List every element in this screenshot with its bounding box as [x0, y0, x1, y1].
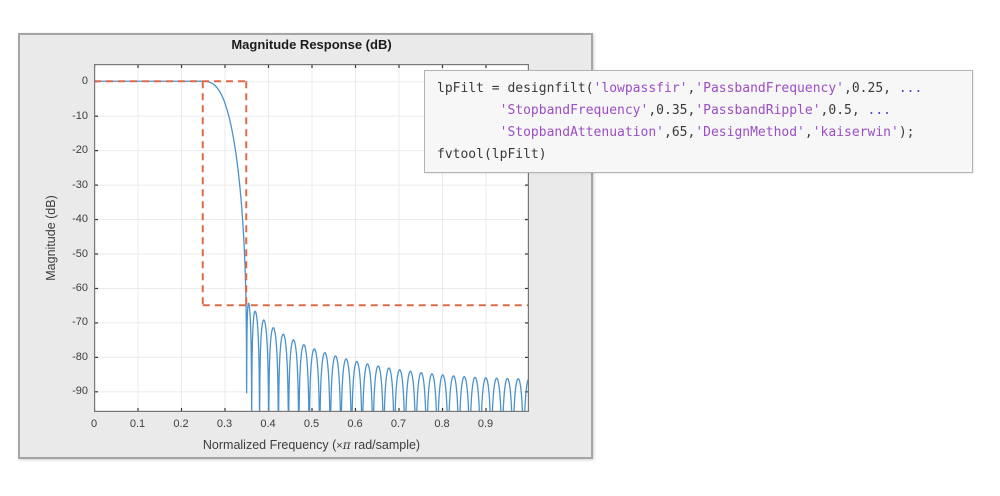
y-tick-label: -80: [72, 350, 88, 363]
code-segment-plain: ,0.5,: [820, 103, 868, 118]
x-tick-label: 0.5: [303, 418, 320, 430]
code-segment-string: 'PassbandRipple': [695, 103, 821, 118]
plot-title: Magnitude Response (dB): [231, 37, 392, 52]
x-tick-label: 0: [90, 418, 98, 430]
code-line: lpFilt = designfilt('lowpassfir','Passba…: [437, 78, 960, 100]
code-segment-plain: [437, 125, 500, 140]
code-segment-plain: fvtool(lpFilt): [437, 147, 547, 162]
code-segment-plain: ,0.35,: [648, 103, 696, 118]
x-tick-label: 0.1: [129, 418, 146, 430]
code-segment-plain: [437, 103, 500, 118]
code-segment-string: 'StopbandFrequency': [499, 103, 649, 118]
y-tick-label: -10: [72, 109, 88, 122]
axes-box: [94, 64, 529, 412]
code-segment-continuation: ...: [898, 81, 923, 96]
x-axis-label-prefix: Normalized Frequency (: [202, 438, 337, 452]
y-tick-label: -60: [72, 281, 88, 294]
code-segment-continuation: ...: [867, 103, 891, 118]
code-segment-plain: );: [898, 125, 915, 140]
code-segment-string: 'StopbandAttenuation': [499, 125, 664, 140]
code-segment-plain: lpFilt = designfilt(: [437, 81, 594, 96]
x-axis-label-suffix: rad/sample): [350, 438, 421, 452]
x-tick-label: 0.2: [173, 418, 189, 430]
y-tick-label: -50: [72, 247, 88, 260]
y-tick-label: -20: [72, 144, 88, 157]
code-segment-string: 'PassbandFrequency': [695, 81, 845, 96]
y-tick-label: -40: [72, 213, 88, 226]
code-segment-plain: ,: [687, 81, 696, 96]
pi-symbol: π: [342, 438, 351, 452]
code-line: 'StopbandAttenuation',65,'DesignMethod',…: [437, 122, 960, 144]
x-tick-label: 0.6: [347, 418, 363, 430]
y-tick-label: -90: [72, 385, 88, 398]
x-tick-label: 0.8: [434, 418, 450, 430]
x-tick-label: 0.7: [390, 418, 407, 430]
y-tick-label: 0: [81, 75, 88, 88]
x-tick-label: 0.9: [477, 418, 494, 430]
code-segment-string: 'DesignMethod': [695, 125, 805, 140]
y-tick-label: -70: [72, 316, 88, 329]
x-axis-label: Normalized Frequency (×π rad/sample): [94, 438, 529, 452]
code-segment-plain: ,: [804, 125, 813, 140]
y-tick-label: -30: [72, 178, 88, 191]
code-segment-plain: ,65,: [664, 125, 696, 140]
code-line: fvtool(lpFilt): [437, 144, 960, 166]
x-tick-label: 0.3: [216, 418, 233, 430]
x-tick-label: 0.4: [260, 418, 276, 430]
code-segment-plain: ,0.25,: [844, 81, 899, 96]
code-segment-string: 'kaiserwin': [812, 125, 899, 140]
code-segment-string: 'lowpassfir': [593, 81, 688, 96]
code-box: lpFilt = designfilt('lowpassfir','Passba…: [424, 70, 973, 173]
code-line: 'StopbandFrequency',0.35,'PassbandRipple…: [437, 100, 960, 122]
multiplication-sign: ×: [336, 440, 343, 452]
